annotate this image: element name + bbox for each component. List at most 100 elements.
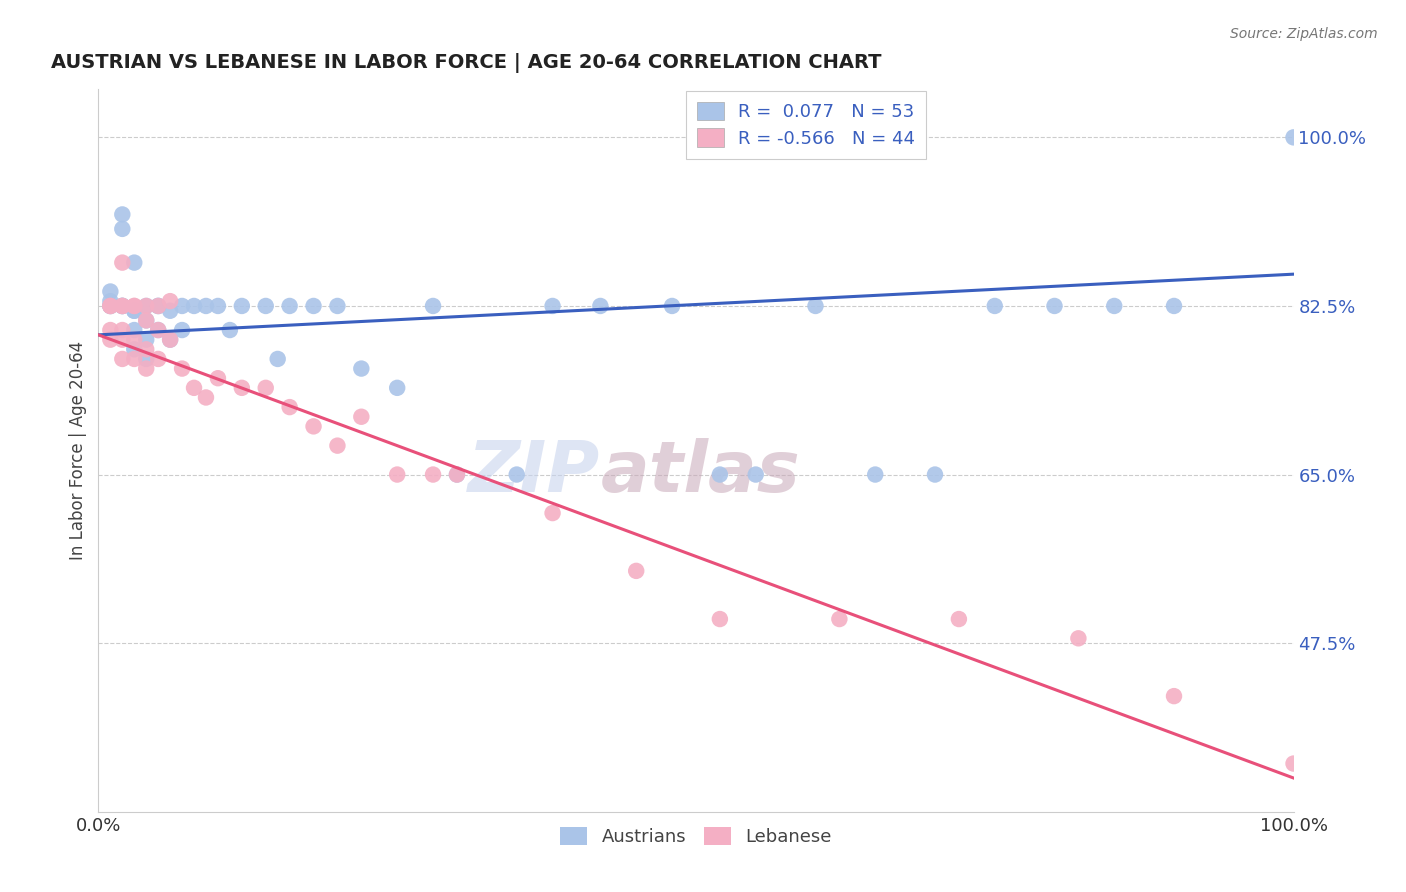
Point [948,612,970,626]
Point [207,299,229,313]
Point [148,299,170,313]
Text: ZIP: ZIP [468,438,600,507]
Point [98,323,122,337]
Point [1067,632,1090,646]
Point [148,323,170,337]
Point [541,299,564,313]
Text: Source: ZipAtlas.com: Source: ZipAtlas.com [1230,27,1378,41]
Legend: Austrians, Lebanese: Austrians, Lebanese [553,820,839,854]
Point [124,333,146,347]
Point [111,299,134,313]
Point [446,467,468,482]
Point [422,467,444,482]
Point [124,351,146,366]
Point [385,467,409,482]
Point [135,351,157,366]
Point [589,299,612,313]
Point [219,323,242,337]
Point [183,381,205,395]
Point [111,299,134,313]
Point [98,299,122,313]
Text: AUSTRIAN VS LEBANESE IN LABOR FORCE | AGE 20-64 CORRELATION CHART: AUSTRIAN VS LEBANESE IN LABOR FORCE | AG… [51,54,882,73]
Point [98,294,122,309]
Point [124,299,146,313]
Point [984,299,1007,313]
Point [172,299,194,313]
Point [1043,299,1066,313]
Point [350,409,373,424]
Point [135,343,157,357]
Point [148,323,170,337]
Point [148,299,170,313]
Point [159,333,181,347]
Point [98,285,122,299]
Point [207,371,229,385]
Point [111,255,134,269]
Point [111,207,134,221]
Point [159,303,181,318]
Point [111,299,134,313]
Point [148,351,170,366]
Point [195,391,218,405]
Point [924,467,946,482]
Point [98,299,122,313]
Point [98,299,122,313]
Point [541,506,564,520]
Point [124,303,146,318]
Point [804,299,827,313]
Point [385,381,409,395]
Point [124,343,146,357]
Point [135,333,157,347]
Point [1163,299,1185,313]
Text: atlas: atlas [600,438,800,507]
Point [745,467,768,482]
Point [183,299,205,313]
Point [135,299,157,313]
Point [709,467,731,482]
Point [231,381,253,395]
Point [135,299,157,313]
Point [159,294,181,309]
Point [231,299,253,313]
Point [1282,756,1305,771]
Point [506,467,529,482]
Point [326,299,349,313]
Point [302,419,325,434]
Point [828,612,851,626]
Point [111,299,134,313]
Point [172,323,194,337]
Point [98,333,122,347]
Point [1163,689,1185,703]
Point [159,333,181,347]
Point [124,323,146,337]
Point [626,564,648,578]
Point [135,313,157,327]
Point [267,351,290,366]
Point [111,323,134,337]
Point [709,612,731,626]
Point [124,299,146,313]
Point [135,313,157,327]
Point [172,361,194,376]
Point [661,299,683,313]
Point [446,467,468,482]
Point [148,299,170,313]
Point [1104,299,1126,313]
Point [254,381,277,395]
Point [111,333,134,347]
Point [278,400,301,414]
Point [422,299,444,313]
Point [1282,130,1305,145]
Point [135,361,157,376]
Point [350,361,373,376]
Point [124,303,146,318]
Point [98,299,122,313]
Point [111,222,134,236]
Point [302,299,325,313]
Point [278,299,301,313]
Point [111,299,134,313]
Point [124,255,146,269]
Point [111,351,134,366]
Point [254,299,277,313]
Y-axis label: In Labor Force | Age 20-64: In Labor Force | Age 20-64 [69,341,87,560]
